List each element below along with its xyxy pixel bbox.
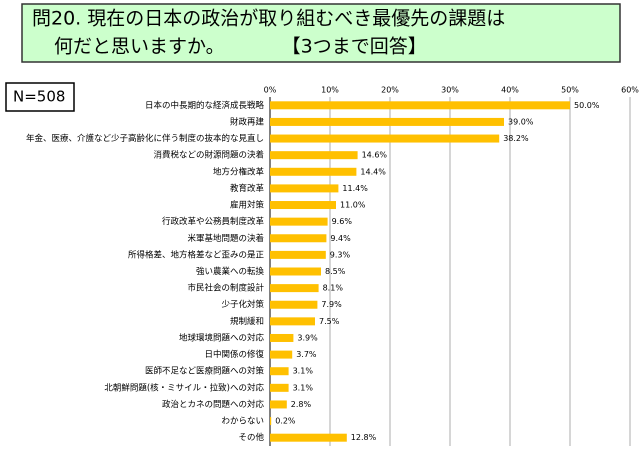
value-label: 11.0% xyxy=(340,201,366,210)
value-label: 7.5% xyxy=(319,317,340,326)
bar xyxy=(270,300,318,309)
value-label: 7.9% xyxy=(321,300,342,309)
title-box xyxy=(21,3,621,63)
value-label: 14.6% xyxy=(362,151,388,160)
bar xyxy=(270,267,321,276)
bar xyxy=(270,417,272,426)
value-label: 9.3% xyxy=(330,250,351,259)
value-label: 8.5% xyxy=(325,267,346,276)
bar xyxy=(270,284,319,293)
y-tick-label: 強い農業への転換 xyxy=(196,266,265,277)
value-label: 50.0% xyxy=(574,101,600,110)
bar xyxy=(270,151,358,160)
sample-size: N=508 xyxy=(13,88,65,106)
y-tick-label: 医師不足など医療問題への対策 xyxy=(145,366,265,377)
bar xyxy=(270,333,294,342)
bar xyxy=(270,201,336,210)
bar xyxy=(270,234,327,243)
bar xyxy=(270,433,347,442)
bar xyxy=(270,101,570,110)
bar xyxy=(270,350,293,359)
x-tick-label: 20% xyxy=(381,86,399,95)
value-label: 0.2% xyxy=(275,417,296,426)
sample-box xyxy=(5,82,75,112)
value-label: 38.2% xyxy=(503,134,529,143)
y-tick-label: 政治とカネの問題への対応 xyxy=(162,399,265,410)
y-tick-label: 財政再建 xyxy=(230,116,265,127)
bar xyxy=(270,134,500,143)
value-label: 9.6% xyxy=(332,217,353,226)
y-tick-label: 日本の中長期的な経済成長戦略 xyxy=(145,100,265,111)
value-label: 9.4% xyxy=(330,234,351,243)
x-tick-label: 30% xyxy=(441,86,459,95)
y-tick-label: 北朝鮮問題(核・ミサイル・拉致)への対応 xyxy=(104,382,264,393)
value-label: 3.1% xyxy=(293,367,314,376)
y-tick-label: 所得格差、地方格差など歪みの是正 xyxy=(128,249,265,260)
x-tick-label: 0% xyxy=(264,86,277,95)
y-tick-label: 教育改革 xyxy=(230,183,265,194)
y-tick-label: 雇用対策 xyxy=(230,200,265,211)
y-tick-label: 消費税などの財源問題の決着 xyxy=(153,150,264,161)
bar xyxy=(270,117,504,126)
bar xyxy=(270,184,339,193)
value-label: 14.4% xyxy=(360,167,386,176)
x-tick-label: 40% xyxy=(501,86,519,95)
y-tick-label: 地球環境問題への対応 xyxy=(179,332,265,343)
bar xyxy=(270,383,289,392)
value-label: 12.8% xyxy=(351,433,377,442)
value-label: 39.0% xyxy=(508,117,534,126)
value-label: 3.9% xyxy=(297,333,318,342)
x-tick-label: 60% xyxy=(621,86,639,95)
y-tick-label: 行政改革や公務員制度改革 xyxy=(162,216,265,227)
x-tick-label: 50% xyxy=(561,86,579,95)
y-tick-label: 日中関係の修復 xyxy=(204,349,264,360)
value-label: 3.7% xyxy=(296,350,317,359)
bar xyxy=(270,217,328,226)
bar xyxy=(270,167,357,176)
x-tick-label: 10% xyxy=(321,86,339,95)
value-label: 11.4% xyxy=(342,184,368,193)
y-tick-label: 米軍基地問題の決着 xyxy=(187,233,264,244)
bar xyxy=(270,317,315,326)
y-tick-label: 地方分権改革 xyxy=(213,166,265,177)
bar xyxy=(270,250,326,259)
value-label: 2.8% xyxy=(291,400,312,409)
value-label: 8.1% xyxy=(323,284,344,293)
bar xyxy=(270,400,287,409)
chart-title: 問20. 現在の日本の政治が取り組むべき最優先の課題は xyxy=(32,8,505,30)
value-label: 3.1% xyxy=(293,383,314,392)
y-tick-label: 市民社会の制度設計 xyxy=(187,283,264,294)
bar xyxy=(270,367,289,376)
y-tick-label: 規制緩和 xyxy=(230,316,264,327)
y-tick-label: わからない xyxy=(221,417,264,427)
chart-title: 何だと思いますか。 【3つまで回答】 xyxy=(54,36,427,58)
y-tick-label: その他 xyxy=(238,432,264,443)
y-tick-label: 少子化対策 xyxy=(221,299,264,310)
y-tick-label: 年金、医療、介護など少子高齢化に伴う制度の抜本的な見直し xyxy=(26,133,264,144)
